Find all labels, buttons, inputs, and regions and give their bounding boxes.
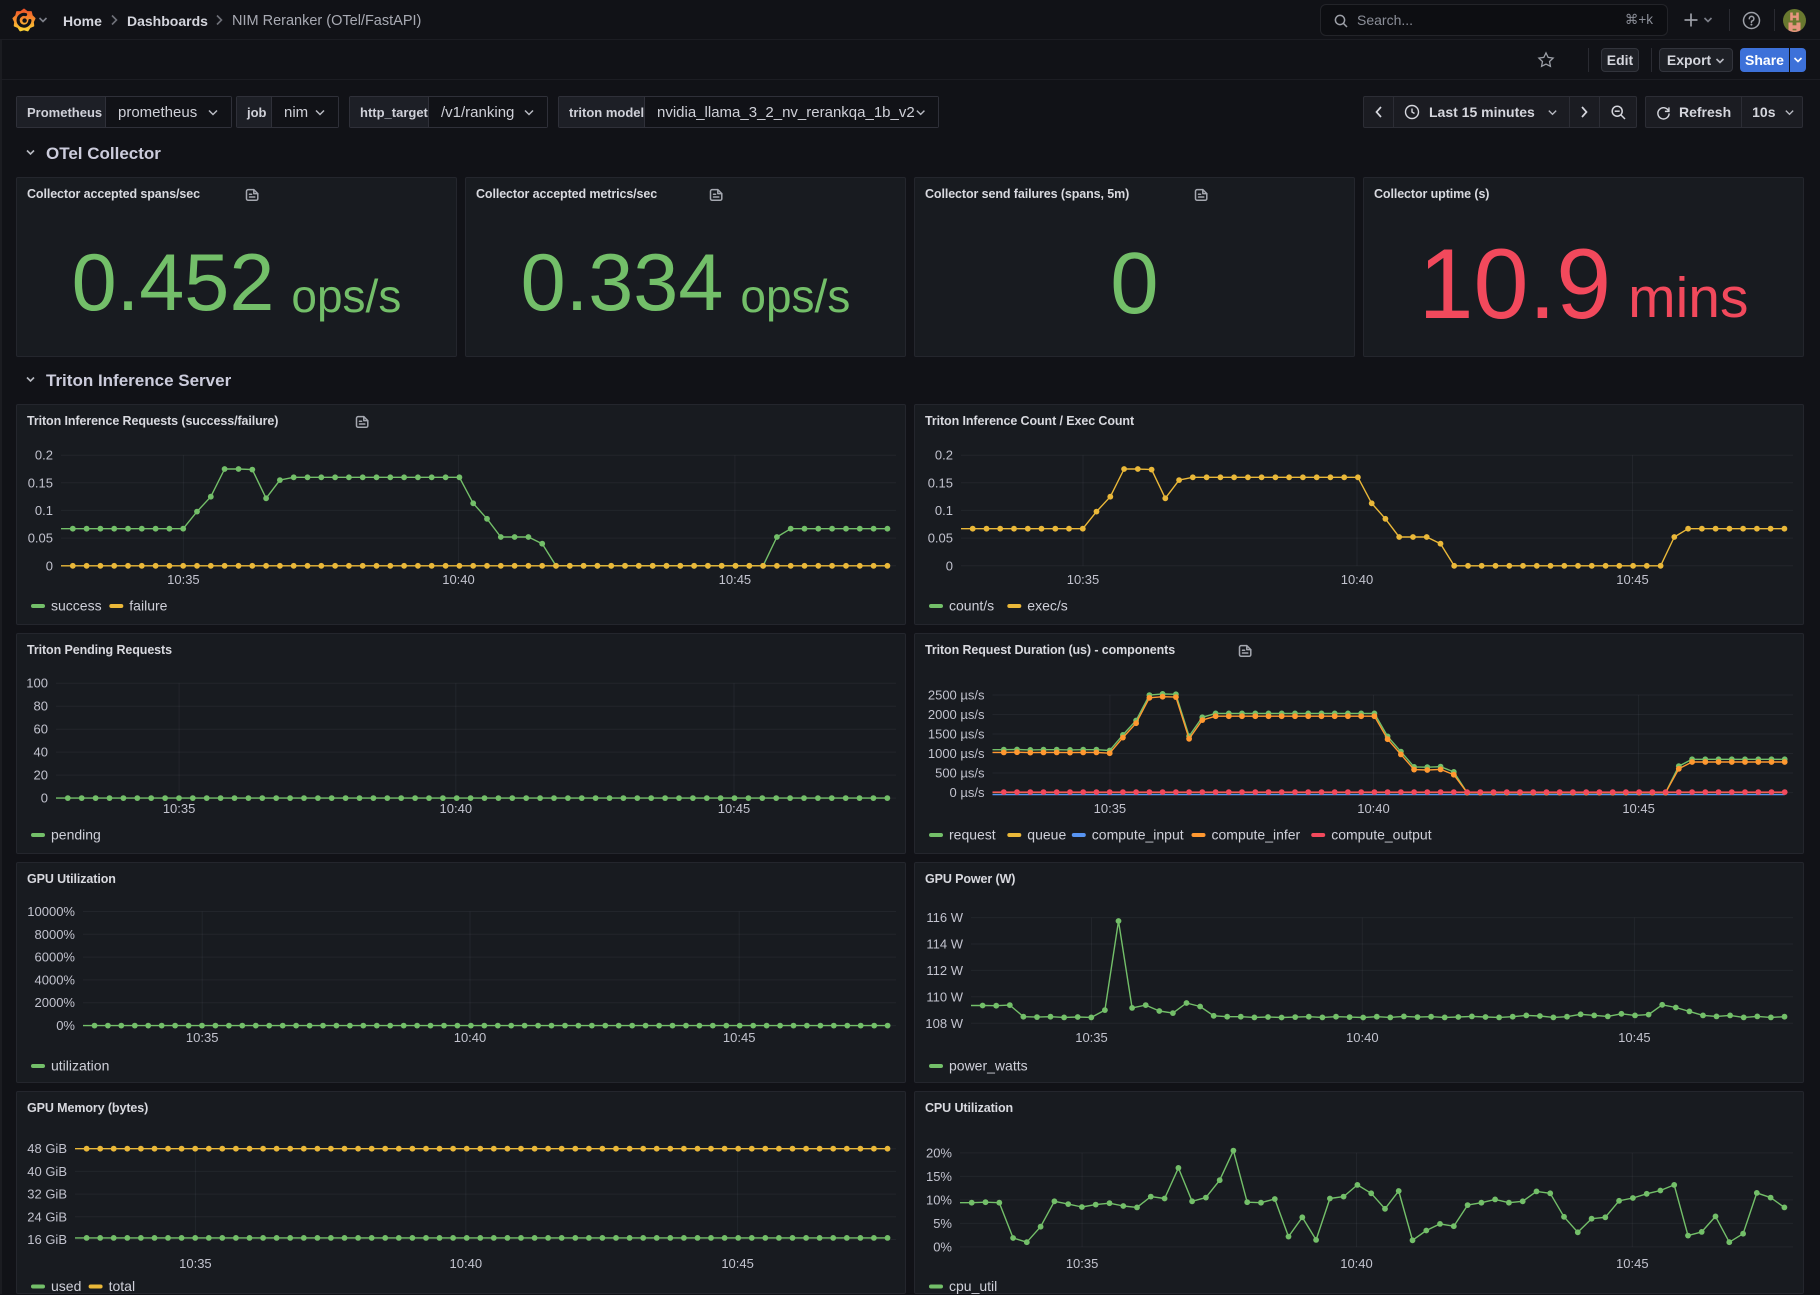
svg-text:48 GiB: 48 GiB (27, 1141, 67, 1156)
svg-text:0.1: 0.1 (35, 503, 53, 518)
svg-text:success: success (51, 598, 102, 614)
svg-text:20%: 20% (926, 1145, 952, 1160)
svg-text:10:35: 10:35 (186, 1030, 219, 1045)
svg-text:exec/s: exec/s (1027, 598, 1067, 614)
svg-text:112 W: 112 W (926, 963, 963, 978)
svg-text:queue: queue (1027, 827, 1066, 843)
svg-text:10:45: 10:45 (719, 572, 752, 587)
svg-text:110 W: 110 W (926, 989, 963, 1004)
svg-text:0.05: 0.05 (28, 531, 53, 546)
svg-text:10:40: 10:40 (454, 1030, 487, 1045)
svg-text:32 GiB: 32 GiB (27, 1187, 67, 1202)
svg-text:80: 80 (34, 699, 48, 714)
svg-text:10:35: 10:35 (163, 801, 196, 816)
svg-text:6000%: 6000% (35, 950, 76, 965)
svg-text:10:35: 10:35 (1094, 801, 1127, 816)
svg-text:0: 0 (946, 558, 953, 573)
svg-text:10:35: 10:35 (167, 572, 200, 587)
svg-text:10:45: 10:45 (721, 1256, 754, 1271)
svg-text:15%: 15% (926, 1169, 952, 1184)
svg-text:10:45: 10:45 (1622, 801, 1655, 816)
svg-text:10:40: 10:40 (1346, 1030, 1379, 1045)
svg-text:5%: 5% (933, 1216, 952, 1231)
svg-text:108 W: 108 W (925, 1016, 963, 1031)
svg-text:0.2: 0.2 (35, 448, 53, 463)
svg-text:compute_input: compute_input (1092, 827, 1184, 843)
svg-text:10:35: 10:35 (1067, 572, 1100, 587)
svg-text:request: request (949, 827, 996, 843)
svg-text:10:35: 10:35 (1066, 1256, 1099, 1271)
svg-text:60: 60 (34, 722, 48, 737)
svg-text:116 W: 116 W (926, 910, 963, 925)
svg-text:1000 µs/s: 1000 µs/s (928, 746, 985, 761)
svg-text:0%: 0% (933, 1239, 952, 1254)
svg-text:0.15: 0.15 (28, 475, 53, 490)
svg-text:0: 0 (41, 791, 48, 806)
svg-text:used: used (51, 1278, 81, 1294)
svg-text:10:40: 10:40 (440, 801, 473, 816)
svg-text:2000 µs/s: 2000 µs/s (928, 707, 985, 722)
svg-text:10:40: 10:40 (1341, 572, 1374, 587)
svg-text:10:40: 10:40 (442, 572, 475, 587)
svg-text:0: 0 (46, 558, 53, 573)
svg-text:114 W: 114 W (926, 937, 963, 952)
svg-text:power_watts: power_watts (949, 1058, 1028, 1074)
svg-text:compute_output: compute_output (1331, 827, 1432, 843)
svg-text:100: 100 (26, 676, 48, 691)
svg-text:500 µs/s: 500 µs/s (935, 766, 985, 781)
svg-text:utilization: utilization (51, 1058, 109, 1074)
svg-text:16 GiB: 16 GiB (27, 1232, 67, 1247)
svg-text:10:45: 10:45 (1618, 1030, 1651, 1045)
svg-text:0.15: 0.15 (928, 475, 953, 490)
svg-text:0.2: 0.2 (935, 448, 953, 463)
svg-text:10:40: 10:40 (1357, 801, 1390, 816)
svg-text:cpu_util: cpu_util (949, 1278, 997, 1294)
svg-text:count/s: count/s (949, 598, 994, 614)
svg-text:10:40: 10:40 (1340, 1256, 1373, 1271)
svg-text:10000%: 10000% (27, 904, 75, 919)
svg-text:10%: 10% (926, 1192, 952, 1207)
svg-text:2500 µs/s: 2500 µs/s (928, 688, 985, 703)
svg-text:10:45: 10:45 (723, 1030, 756, 1045)
svg-text:0.05: 0.05 (928, 531, 953, 546)
svg-text:10:35: 10:35 (1075, 1030, 1108, 1045)
svg-text:10:35: 10:35 (179, 1256, 212, 1271)
svg-text:20: 20 (34, 768, 48, 783)
svg-text:0 µs/s: 0 µs/s (950, 785, 985, 800)
svg-text:10:45: 10:45 (718, 801, 751, 816)
svg-text:compute_infer: compute_infer (1212, 827, 1301, 843)
svg-text:10:40: 10:40 (450, 1256, 483, 1271)
svg-text:10:45: 10:45 (1616, 572, 1649, 587)
svg-text:total: total (109, 1278, 135, 1294)
svg-text:40: 40 (34, 745, 48, 760)
svg-text:0%: 0% (56, 1018, 75, 1033)
svg-text:1500 µs/s: 1500 µs/s (928, 727, 985, 742)
svg-text:4000%: 4000% (35, 972, 76, 987)
svg-text:failure: failure (129, 598, 167, 614)
svg-text:8000%: 8000% (35, 927, 76, 942)
svg-text:0.1: 0.1 (935, 503, 953, 518)
svg-text:2000%: 2000% (35, 995, 76, 1010)
svg-text:pending: pending (51, 827, 101, 843)
svg-text:24 GiB: 24 GiB (27, 1209, 67, 1224)
svg-text:10:45: 10:45 (1616, 1256, 1649, 1271)
svg-text:40 GiB: 40 GiB (27, 1164, 67, 1179)
